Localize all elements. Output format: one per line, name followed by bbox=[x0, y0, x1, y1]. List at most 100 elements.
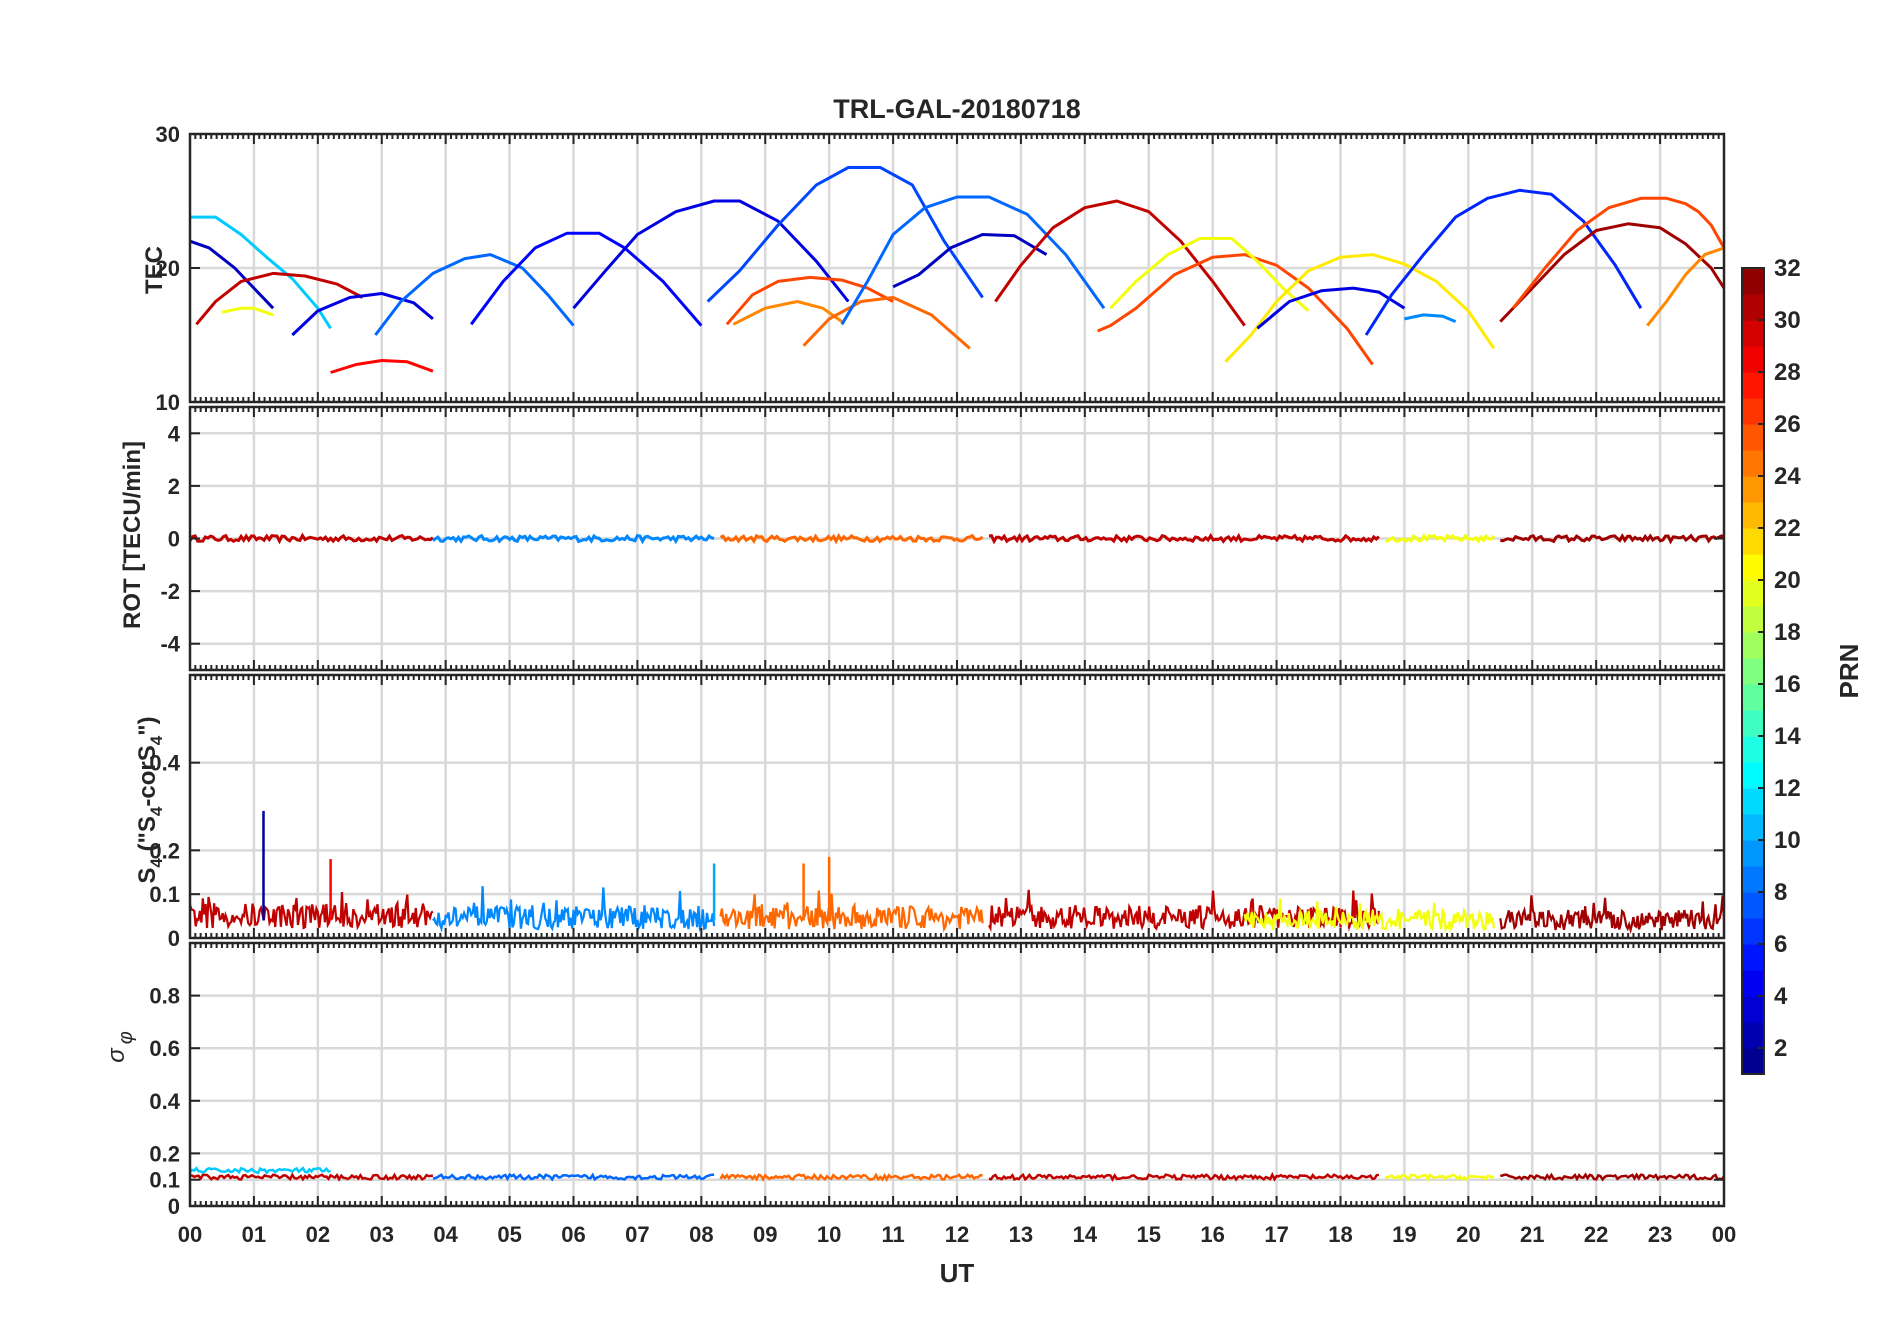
colorbar-band bbox=[1742, 840, 1764, 867]
rot-trace-prn-31 bbox=[1499, 533, 1725, 545]
xtick-label: 08 bbox=[689, 1222, 713, 1247]
colorbar-band bbox=[1742, 502, 1764, 529]
ytick-label-rot: 4 bbox=[168, 421, 181, 446]
colorbar-band bbox=[1742, 762, 1764, 789]
xtick-label: 16 bbox=[1200, 1222, 1224, 1247]
colorbar-tick-label: 28 bbox=[1774, 359, 1801, 386]
colorbar-label: PRN bbox=[1834, 644, 1864, 699]
ytick-label-tec: 30 bbox=[156, 122, 180, 147]
colorbar-band bbox=[1742, 866, 1764, 893]
tec-arc-prn-30 bbox=[994, 199, 1246, 327]
tec-arc-prn-24 bbox=[1646, 246, 1725, 327]
colorbar-band bbox=[1742, 788, 1764, 815]
ylabel-s4-paren-b: -corS bbox=[134, 745, 161, 806]
ytick-label-s4: 0.1 bbox=[149, 882, 180, 907]
xtick-label: 11 bbox=[881, 1222, 904, 1247]
ytick-label-rot: -2 bbox=[160, 579, 180, 604]
colorbar-band bbox=[1742, 424, 1764, 451]
colorbar-band bbox=[1742, 944, 1764, 971]
colorbar-tick-label: 32 bbox=[1774, 255, 1801, 282]
colorbar-tick-label: 26 bbox=[1774, 411, 1801, 438]
tec-arc-prn-9 bbox=[1404, 313, 1457, 323]
ylabel-tec: TEC bbox=[141, 246, 168, 294]
colorbar-band bbox=[1742, 450, 1764, 477]
tec-arc-prn-26 bbox=[1511, 196, 1726, 310]
colorbar-tick-label: 8 bbox=[1774, 879, 1787, 906]
ylabel-s4-main: S bbox=[134, 868, 161, 884]
sigphi-trace-prn-30 bbox=[988, 1171, 1380, 1182]
sigphi-trace-prn-31 bbox=[1500, 1172, 1726, 1182]
tec-arc-prn-20 bbox=[1109, 237, 1310, 313]
ytick-label-tec: 20 bbox=[156, 256, 180, 281]
tec-arc-prn-25 bbox=[802, 296, 971, 350]
colorbar-band bbox=[1742, 1022, 1764, 1049]
tec-arc-prn-28 bbox=[330, 359, 434, 374]
tec-arc-prn-7 bbox=[706, 166, 984, 303]
xtick-label: 09 bbox=[753, 1222, 777, 1247]
colorbar-band bbox=[1742, 996, 1764, 1023]
chart-title: TRL-GAL-20180718 bbox=[833, 94, 1081, 124]
xtick-label: 04 bbox=[433, 1222, 458, 1247]
tec-arc-prn-6 bbox=[1364, 188, 1643, 336]
colorbar-band bbox=[1742, 554, 1764, 581]
xtick-label: 22 bbox=[1584, 1222, 1608, 1247]
ytick-label-sigphi: 0.1 bbox=[149, 1168, 180, 1193]
tec-arc-prn-5 bbox=[469, 231, 703, 327]
sigphi-trace-prn-8 bbox=[432, 1172, 715, 1182]
ytick-label-rot: -4 bbox=[160, 632, 180, 657]
ylabel-s4: S4 ("S4-corS4") bbox=[134, 716, 166, 883]
xtick-label: 10 bbox=[817, 1222, 841, 1247]
tec-arc-prn-8 bbox=[374, 253, 575, 336]
ylabel-s4-sub2: 4 bbox=[147, 806, 166, 816]
ytick-label-s4: 0 bbox=[168, 926, 180, 951]
rot-trace-prn-30 bbox=[188, 532, 434, 545]
colorbar-band bbox=[1742, 632, 1764, 659]
colorbar-tick-label: 18 bbox=[1774, 619, 1801, 646]
tec-arc-prn-3 bbox=[189, 239, 275, 310]
rot-trace-prn-30 bbox=[988, 532, 1380, 545]
colorbar-band bbox=[1742, 268, 1764, 295]
colorbar-tick-label: 22 bbox=[1774, 515, 1801, 542]
colorbar-band bbox=[1742, 970, 1764, 997]
ylabel-s4-sub3: 4 bbox=[147, 735, 166, 745]
ytick-label-sigphi: 0.2 bbox=[149, 1141, 180, 1166]
x-tick-labels: 00 01 02 03 04 05 06 07 08 09 10 11 12 13 14 15 16 17 18 19… bbox=[178, 1222, 1736, 1247]
colorbar-band bbox=[1742, 294, 1764, 321]
tec-arc-prn-4 bbox=[291, 292, 434, 337]
colorbar-band bbox=[1742, 476, 1764, 503]
xtick-label: 19 bbox=[1392, 1222, 1416, 1247]
colorbar-band bbox=[1742, 736, 1764, 763]
ylabel-rot: ROT [TECU/min] bbox=[119, 441, 146, 629]
sigphi-trace-prn-25 bbox=[719, 1172, 983, 1183]
ytick-label-sigphi: 0.8 bbox=[149, 984, 180, 1009]
s4-trace-prn-25 bbox=[719, 890, 984, 933]
tec-arc-prn-11 bbox=[190, 215, 332, 330]
tec-arc-prn-30 bbox=[195, 271, 364, 326]
ylabel-s4-sub1: 4 bbox=[147, 858, 166, 868]
colorbar-tick-label: 14 bbox=[1774, 723, 1801, 750]
panel-tec: 10 20 30 bbox=[156, 122, 1726, 415]
axes-frame-s4 bbox=[188, 673, 1726, 940]
ytick-label-tec: 10 bbox=[156, 390, 180, 415]
xtick-label: 21 bbox=[1520, 1222, 1544, 1247]
xtick-label: 17 bbox=[1264, 1222, 1288, 1247]
ytick-label-rot: 2 bbox=[168, 474, 180, 499]
ytick-label-sigphi: 0.4 bbox=[149, 1089, 180, 1114]
xtick-label: 06 bbox=[561, 1222, 585, 1247]
sigphi-trace-prn-20 bbox=[1384, 1172, 1495, 1183]
s4-trace-prn-31 bbox=[1499, 895, 1726, 935]
panel-s4: 0 0.1 0.2 0.4 bbox=[149, 673, 1726, 951]
colorbar-frame bbox=[1741, 267, 1765, 1075]
tec-arc-prn-26 bbox=[1097, 253, 1374, 366]
colorbar-band bbox=[1742, 918, 1764, 945]
colorbar-tick-label: 2 bbox=[1774, 1035, 1787, 1062]
sigphi-trace-prn-11 bbox=[189, 1166, 331, 1175]
tec-arc-prn-4 bbox=[572, 199, 850, 310]
tec-arc-prn-20 bbox=[221, 306, 274, 317]
colorbar-tick-label: 12 bbox=[1774, 775, 1801, 802]
tec-arc-prn-21 bbox=[1224, 253, 1496, 363]
colorbar-tick-label: 4 bbox=[1774, 983, 1788, 1010]
xtick-label: 02 bbox=[306, 1222, 330, 1247]
colorbar-tick-label: 30 bbox=[1774, 307, 1801, 334]
